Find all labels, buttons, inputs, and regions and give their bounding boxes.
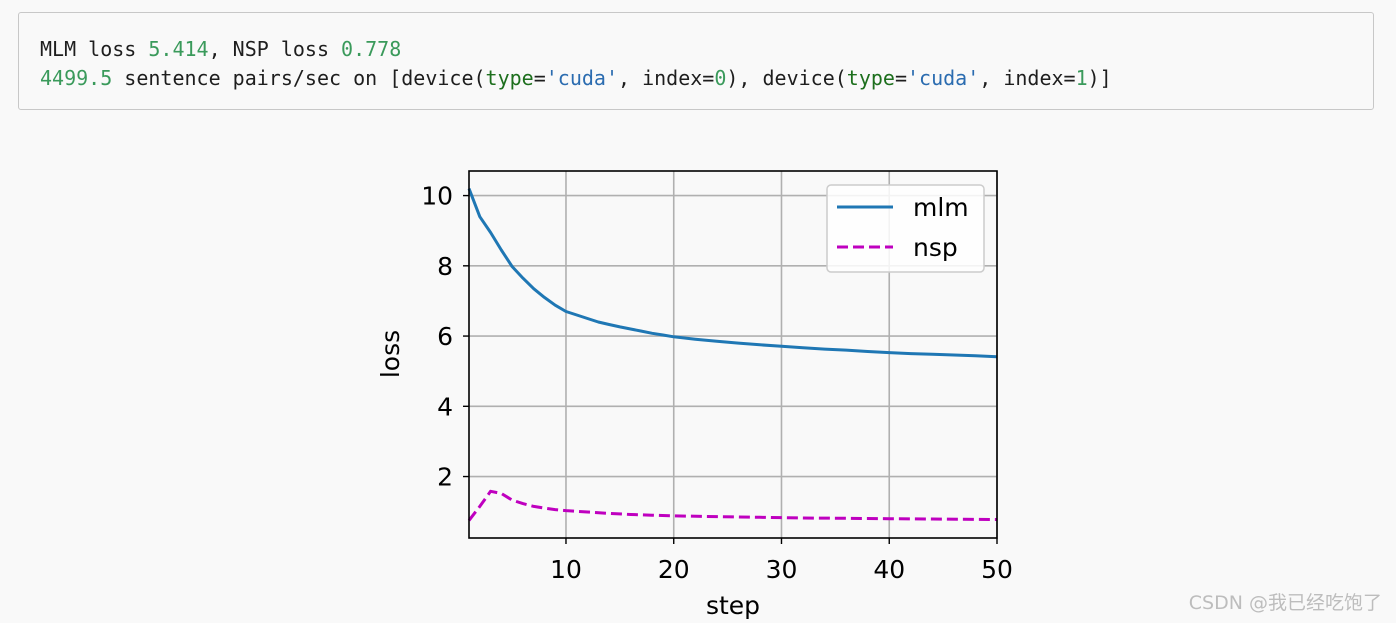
nsp-loss-value: 0.778 [341, 37, 402, 61]
legend: mlm nsp [826, 184, 985, 273]
y-axis-ticks: 2 4 6 8 10 [421, 182, 469, 492]
x-tick-label: 20 [658, 555, 690, 584]
y-tick-label: 8 [437, 252, 453, 281]
x-tick-label: 40 [873, 555, 905, 584]
x-tick-label: 30 [766, 555, 798, 584]
x-tick-label: 10 [550, 555, 582, 584]
output-line-loss: MLM loss 5.414, NSP loss 0.778 [40, 37, 401, 61]
y-tick-label: 4 [437, 392, 453, 421]
series-line-nsp [467, 489, 998, 522]
keyword: type [485, 66, 534, 90]
number-literal: 0 [714, 66, 727, 90]
x-tick-label: 50 [981, 555, 1013, 584]
output-text: , NSP loss [208, 37, 342, 61]
legend-label-mlm: mlm [913, 193, 969, 222]
series-line-mlm [467, 188, 998, 359]
string-literal: 'cuda' [907, 66, 980, 90]
output-text: = [533, 66, 546, 90]
series-lines [467, 188, 998, 522]
output-text: MLM loss [40, 37, 149, 61]
mlm-loss-value: 5.414 [148, 37, 209, 61]
y-axis-label: loss [376, 330, 405, 378]
throughput-value: 4499.5 [40, 66, 113, 90]
cell-output: MLM loss 5.414, NSP loss 0.778 4499.5 se… [18, 12, 1374, 110]
output-text: ), device( [726, 66, 847, 90]
y-tick-label: 10 [421, 182, 453, 211]
string-literal: 'cuda' [545, 66, 618, 90]
output-text: )] [1087, 66, 1112, 90]
output-text: , index= [979, 66, 1076, 90]
watermark: CSDN @我已经吃饱了 [1188, 592, 1382, 614]
output-text: sentence pairs/sec on [device( [112, 66, 486, 90]
output-line-throughput: 4499.5 sentence pairs/sec on [device(typ… [40, 66, 1112, 90]
y-tick-label: 6 [437, 322, 453, 351]
y-tick-label: 2 [437, 463, 453, 492]
legend-label-nsp: nsp [913, 233, 958, 262]
output-text: , index= [618, 66, 715, 90]
output-text: = [894, 66, 908, 90]
keyword: type [846, 66, 895, 90]
x-axis-label: step [706, 591, 760, 620]
x-axis-ticks: 10 20 30 40 50 [550, 538, 1013, 584]
number-literal: 1 [1075, 66, 1088, 90]
plot-frame [468, 170, 998, 539]
